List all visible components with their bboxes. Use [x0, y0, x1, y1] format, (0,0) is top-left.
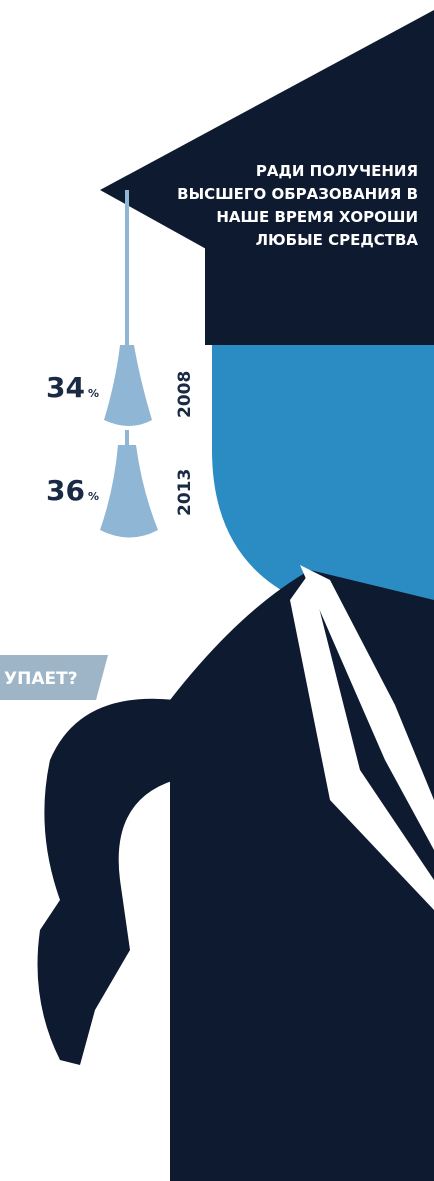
banner: [0, 655, 108, 700]
headline: ЛЮБЫЕ СРЕДСТВА: [256, 231, 419, 249]
arm: [37, 698, 175, 1065]
stat-year: 2008: [175, 371, 195, 418]
cap-board: [100, 10, 434, 250]
face: [212, 330, 434, 600]
stat-unit: %: [88, 387, 99, 400]
collar: [300, 565, 434, 850]
banner-text: УПАЕТ?: [4, 669, 78, 689]
stat-year: 2013: [175, 469, 195, 516]
headline: НАШЕ ВРЕМЯ ХОРОШИ: [216, 208, 418, 226]
stat-value: 34: [46, 371, 85, 404]
headline: РАДИ ПОЛУЧЕНИЯ: [256, 162, 418, 180]
stat-unit: %: [88, 490, 99, 503]
tassel: [104, 345, 152, 426]
lapel: [290, 572, 434, 910]
tassel: [100, 445, 158, 538]
suit: [170, 570, 434, 1181]
headline: ВЫСШЕГО ОБРАЗОВАНИЯ В: [177, 185, 418, 203]
stat-value: 36: [46, 474, 85, 507]
